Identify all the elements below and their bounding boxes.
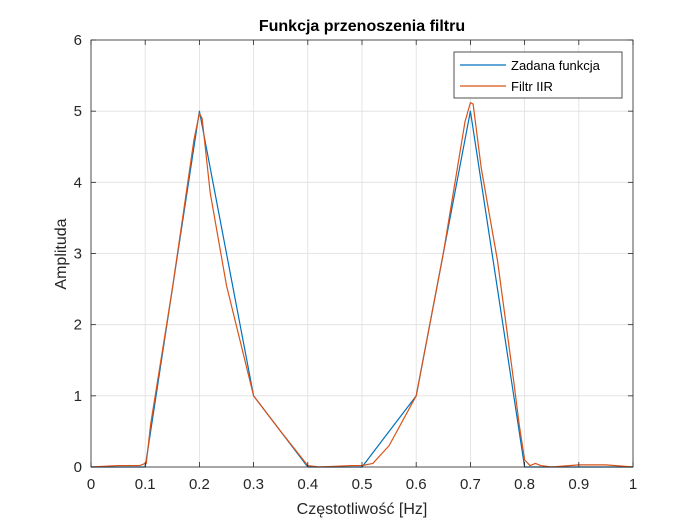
y-axis-label: Amplituda [53, 218, 70, 289]
chart-title: Funkcja przenoszenia filtru [259, 18, 465, 35]
x-tick-label-9: 0.9 [568, 476, 589, 493]
x-tick-label-7: 0.7 [460, 476, 481, 493]
legend-box [453, 51, 623, 99]
tick-labels: 0 0.1 0.2 0.3 0.4 0.5 0.6 0.7 0.8 0.9 1 0 1 2 3 4 5 6 [74, 32, 638, 493]
x-tick-label-2: 0.2 [189, 476, 210, 493]
y-tick-label-3: 3 [74, 246, 82, 263]
x-tick-label-4: 0.4 [297, 476, 318, 493]
y-tick-label-2: 2 [74, 317, 82, 334]
y-tick-label-6: 6 [74, 32, 82, 49]
x-tick-label-3: 0.3 [243, 476, 264, 493]
x-tick-label-5: 0.5 [352, 476, 373, 493]
y-tick-label-0: 0 [74, 459, 82, 476]
x-tick-label-0: 0 [87, 476, 95, 493]
x-tick-label-1: 0.1 [135, 476, 156, 493]
legend-label-zadana-funkcja: Zadana funkcja [511, 58, 601, 73]
x-tick-label-8: 0.8 [514, 476, 535, 493]
legend: Zadana funkcja Filtr IIR [453, 51, 623, 99]
ticks [90, 39, 634, 468]
y-tick-label-1: 1 [74, 388, 82, 405]
series-line-filtr-iir [90, 102, 634, 468]
x-tick-label-10: 1 [629, 476, 637, 493]
x-tick-label-6: 0.6 [406, 476, 427, 493]
x-axis-label: Częstotliwość [Hz] [297, 501, 428, 518]
y-tick-label-4: 4 [74, 174, 82, 191]
y-tick-label-5: 5 [74, 103, 82, 120]
legend-label-filtr-iir: Filtr IIR [511, 79, 553, 94]
